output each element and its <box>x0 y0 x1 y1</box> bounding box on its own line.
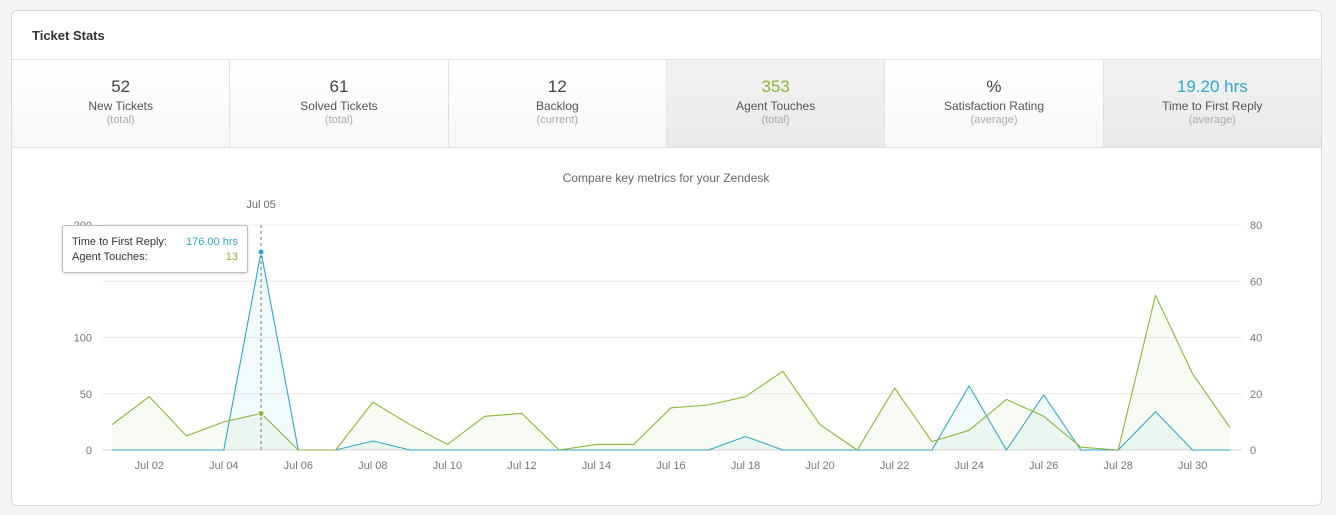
stat-label: Backlog <box>535 99 579 113</box>
stat-label: Solved Tickets <box>300 99 378 113</box>
stat-label: Satisfaction Rating <box>943 99 1044 113</box>
panel-title: Ticket Stats <box>12 11 1321 60</box>
tooltip-touches-label: Agent Touches: <box>72 251 148 263</box>
stat-value: 353 <box>761 77 790 96</box>
x-tick-label: Jul 24 <box>954 460 983 472</box>
stat-backlog[interactable]: 12 Backlog (current) <box>448 60 667 147</box>
stat-new-tickets[interactable]: 52 New Tickets (total) <box>12 60 231 147</box>
stat-agent-touches[interactable]: 353 Agent Touches (total) <box>666 60 886 147</box>
stat-value: 52 <box>111 77 131 96</box>
y-right-tick-label: 0 <box>1250 445 1256 457</box>
y-left-tick-label: 0 <box>86 445 92 457</box>
stat-sub: (current) <box>536 114 579 126</box>
hover-point-0 <box>257 248 265 256</box>
x-tick-label: Jul 14 <box>582 460 611 472</box>
x-tick-label: Jul 06 <box>284 460 313 472</box>
metrics-chart[interactable]: Compare key metrics for your Zendesk Jul… <box>12 148 1321 506</box>
stat-sub: (total) <box>761 114 790 126</box>
x-tick-label: Jul 16 <box>656 460 685 472</box>
y-right-tick-label: 40 <box>1250 333 1262 345</box>
stat-solved-tickets[interactable]: 61 Solved Tickets (total) <box>230 60 449 147</box>
y-right-tick-label: 20 <box>1250 389 1262 401</box>
x-tick-label: Jul 02 <box>135 460 164 472</box>
series-line-1 <box>111 294 1231 451</box>
hover-date-label: Jul 05 <box>246 199 275 211</box>
stat-label: New Tickets <box>88 99 153 113</box>
stat-label: Time to First Reply <box>1162 99 1263 113</box>
tooltip-touches-value: 13 <box>225 251 238 263</box>
stat-sub: (average) <box>970 114 1018 126</box>
series-area-1 <box>112 295 1230 450</box>
x-tick-label: Jul 28 <box>1104 460 1133 472</box>
chart-tooltip: Time to First Reply: 176.00 hrs Agent To… <box>62 225 248 273</box>
stat-sub: (average) <box>1188 114 1236 126</box>
hover-point-1 <box>257 409 265 417</box>
x-tick-label: Jul 22 <box>880 460 909 472</box>
stat-value: 19.20 hrs <box>1176 77 1248 96</box>
stat-label: Agent Touches <box>736 99 816 113</box>
x-tick-label: Jul 08 <box>358 460 387 472</box>
x-tick-label: Jul 20 <box>805 460 834 472</box>
x-tick-label: Jul 18 <box>731 460 760 472</box>
x-tick-label: Jul 26 <box>1029 460 1058 472</box>
stat-value: 12 <box>547 77 567 96</box>
tooltip-ttfr-label: Time to First Reply: <box>72 236 167 248</box>
ticket-stats-panel: Ticket Stats 52 New Tickets (total) 61 S… <box>11 10 1322 506</box>
tooltip-ttfr-value: 176.00 hrs <box>186 236 238 248</box>
y-right-tick-label: 60 <box>1250 276 1262 288</box>
x-tick-label: Jul 30 <box>1178 460 1207 472</box>
stat-value: % <box>986 77 1002 96</box>
chart-title: Compare key metrics for your Zendesk <box>563 171 771 185</box>
y-right-tick-label: 80 <box>1250 220 1262 232</box>
y-left-tick-label: 50 <box>80 389 92 401</box>
stat-sub: (total) <box>106 114 135 126</box>
stat-sub: (total) <box>324 114 354 126</box>
stat-value: 61 <box>329 77 349 96</box>
stats-row: 52 New Tickets (total) 61 Solved Tickets… <box>12 60 1321 148</box>
stat-satisfaction-rating[interactable]: % Satisfaction Rating (average) <box>885 60 1104 147</box>
chart-area: Compare key metrics for your Zendesk Jul… <box>12 148 1321 506</box>
x-tick-label: Jul 10 <box>433 460 462 472</box>
x-tick-label: Jul 04 <box>209 460 238 472</box>
x-tick-label: Jul 12 <box>507 460 536 472</box>
stat-time-to-first-reply[interactable]: 19.20 hrs Time to First Reply (average) <box>1103 60 1321 147</box>
y-left-tick-label: 100 <box>74 333 92 345</box>
